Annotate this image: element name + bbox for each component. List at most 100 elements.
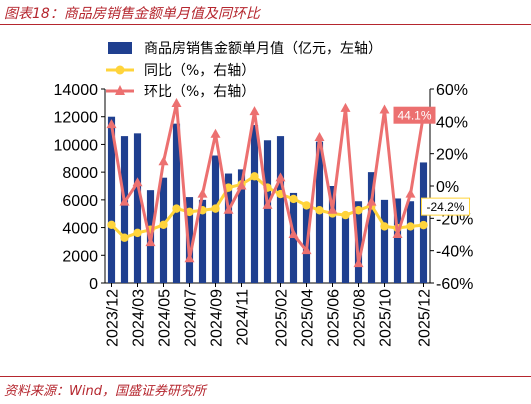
x-tick-label: 2025/04	[300, 289, 317, 347]
legend-label: 商品房销售金额单月值（亿元，左轴）	[144, 41, 382, 57]
mom-point	[405, 188, 416, 198]
mom-point	[106, 119, 117, 129]
mom-point	[301, 245, 312, 255]
yoy-callout-label: -24.2%	[426, 200, 464, 214]
right-tick-label: -40%	[436, 244, 473, 261]
mom-callout-label: 44.1%	[397, 109, 431, 123]
sales-bar	[276, 136, 285, 283]
chart-legend: 商品房销售金额单月值（亿元，左轴） 同比（%，右轴） 环比（%，右轴）	[106, 41, 382, 100]
mom-point	[327, 204, 338, 214]
yoy-point	[289, 194, 298, 204]
yoy-point	[380, 222, 389, 231]
right-tick-label: -60%	[436, 276, 473, 293]
legend-label: 环比（%，右轴）	[144, 84, 255, 100]
left-tick-label: 12000	[54, 110, 99, 127]
sales-bar	[341, 215, 350, 283]
sales-bar	[393, 198, 402, 283]
x-tick-label: 2025/10	[378, 289, 395, 347]
yoy-point	[185, 207, 194, 217]
yoy-point	[250, 172, 259, 181]
mom-point	[275, 172, 286, 182]
source-note: 资料来源：Wind，国盛证券研究所	[4, 384, 206, 399]
left-tick-label: 6000	[62, 193, 98, 210]
legend-bar-swatch	[108, 42, 132, 54]
chart-axes: 0 2000 4000 6000 8000 10000 12000 14000 -60% -40%…	[54, 82, 474, 347]
left-tick-label: 14000	[54, 82, 99, 99]
mom-point	[119, 196, 130, 206]
mom-point	[184, 253, 195, 263]
sales-bar	[159, 177, 168, 283]
mom-point	[262, 199, 273, 209]
mom-point	[145, 237, 156, 247]
yoy-point	[354, 206, 363, 215]
x-tick-label: 2024/05	[157, 289, 174, 347]
title-divider	[0, 24, 531, 25]
sales-bar	[380, 199, 389, 283]
mom-point	[171, 98, 182, 108]
right-tick-label: 20%	[436, 147, 468, 164]
x-tick-label: 2024/03	[131, 289, 148, 347]
sales-bar	[224, 173, 233, 283]
yoy-point	[211, 204, 220, 213]
yoy-point	[133, 228, 142, 238]
legend-yoy-swatch-marker	[115, 65, 125, 75]
mom-point	[392, 229, 403, 238]
left-tick-label: 10000	[54, 137, 99, 154]
sales-bar	[354, 201, 363, 283]
left-tick-label: 4000	[62, 221, 98, 238]
sales-bar	[133, 133, 142, 283]
x-tick-label: 2024/07	[183, 289, 200, 347]
mom-point	[223, 204, 234, 214]
sales-bar	[198, 199, 207, 283]
yoy-point	[159, 220, 168, 229]
sales-bar	[185, 197, 194, 283]
footer-divider	[0, 376, 531, 377]
sales-bar	[211, 155, 220, 283]
sales-bar	[406, 201, 415, 283]
mom-point	[210, 128, 221, 138]
mom-point	[132, 177, 143, 187]
left-tick-label: 2000	[62, 248, 98, 265]
mom-point	[340, 102, 351, 112]
yoy-point	[406, 222, 415, 231]
yoy-point	[341, 210, 350, 220]
mom-point	[236, 180, 247, 190]
sales-bar	[250, 125, 259, 284]
x-tick-label: 2025/12	[417, 289, 434, 347]
sales-chart: 0 2000 4000 6000 8000 10000 12000 14000 -60% -40%…	[54, 41, 474, 347]
sales-bar	[107, 116, 116, 283]
x-tick-label: 2025/02	[274, 289, 291, 347]
x-tick-label: 2025/08	[352, 289, 369, 347]
mom-line-series	[106, 98, 429, 268]
sales-bar	[328, 186, 337, 283]
sales-bar	[172, 123, 181, 284]
yoy-point	[315, 206, 324, 215]
mom-point	[379, 104, 390, 114]
sales-bar	[237, 169, 246, 283]
legend-label: 同比（%，右轴）	[144, 63, 255, 79]
yoy-point	[419, 220, 428, 230]
x-tick-label: 2025/06	[326, 289, 343, 347]
yoy-point	[302, 201, 311, 210]
mom-point	[197, 188, 208, 198]
data-labels: 44.1% -24.2%	[393, 106, 470, 216]
figure-title: 图表18：商品房销售金额单月值及同环比	[4, 6, 260, 22]
legend-mom-swatch-marker	[115, 85, 125, 95]
x-tick-label: 2024/09	[209, 289, 226, 347]
mom-point	[288, 229, 299, 238]
yoy-point	[107, 220, 116, 229]
mom-point	[249, 106, 260, 116]
right-tick-label: 0%	[436, 179, 459, 196]
yoy-callout-box	[421, 197, 470, 216]
x-tick-label: 2024/11	[235, 289, 252, 346]
mom-point	[366, 196, 377, 206]
sales-bar	[263, 140, 272, 283]
left-tick-label: 0	[89, 276, 98, 293]
left-tick-label: 8000	[62, 165, 98, 182]
x-tick-label: 2023/12	[105, 289, 122, 347]
mom-point	[158, 156, 169, 166]
sales-bar	[367, 172, 376, 283]
mom-point	[314, 132, 325, 141]
right-tick-label: 40%	[436, 114, 468, 131]
yoy-point	[120, 233, 129, 242]
